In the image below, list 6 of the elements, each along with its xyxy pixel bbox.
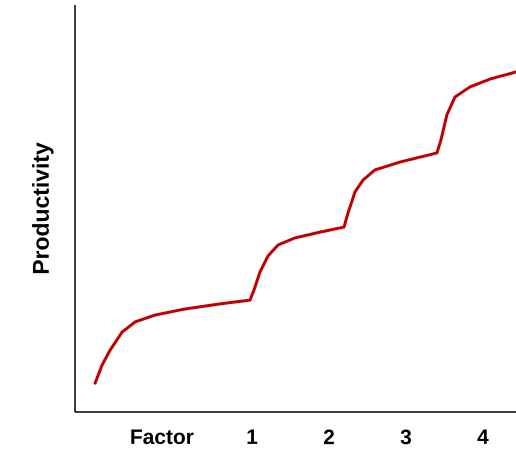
x-tick-label: 4 [477,430,489,444]
y-axis-title: Productivity [32,142,54,274]
x-axis-title: Factor [131,430,194,444]
x-tick-label: 2 [324,430,334,444]
x-tick-label: 1 [248,430,258,444]
x-tick-label: 3 [400,430,412,444]
